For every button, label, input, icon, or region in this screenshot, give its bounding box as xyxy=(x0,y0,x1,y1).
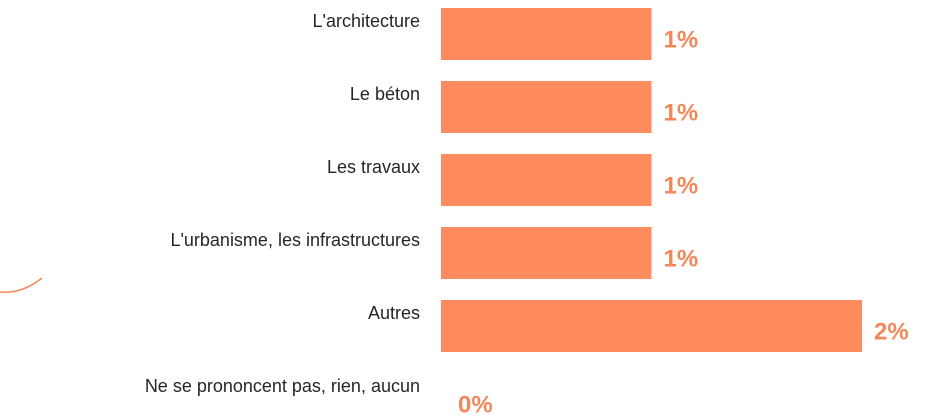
bar xyxy=(441,300,862,352)
decoration xyxy=(0,277,43,293)
category-label: Les travaux xyxy=(327,157,420,177)
bar xyxy=(441,154,652,206)
bar xyxy=(441,8,652,60)
value-label: 2% xyxy=(874,318,909,345)
bar xyxy=(441,81,652,133)
bar xyxy=(441,227,652,279)
value-label: 1% xyxy=(664,99,699,126)
value-label: 1% xyxy=(664,245,699,272)
value-label: 0% xyxy=(458,391,493,415)
category-label: Le béton xyxy=(350,84,420,104)
category-label: Autres xyxy=(368,303,420,323)
category-label: Ne se prononcent pas, rien, aucun xyxy=(145,376,420,396)
category-label: L'urbanisme, les infrastructures xyxy=(170,230,420,250)
category-label: L'architecture xyxy=(313,11,421,31)
value-label: 1% xyxy=(664,26,699,53)
value-label: 1% xyxy=(664,172,699,199)
